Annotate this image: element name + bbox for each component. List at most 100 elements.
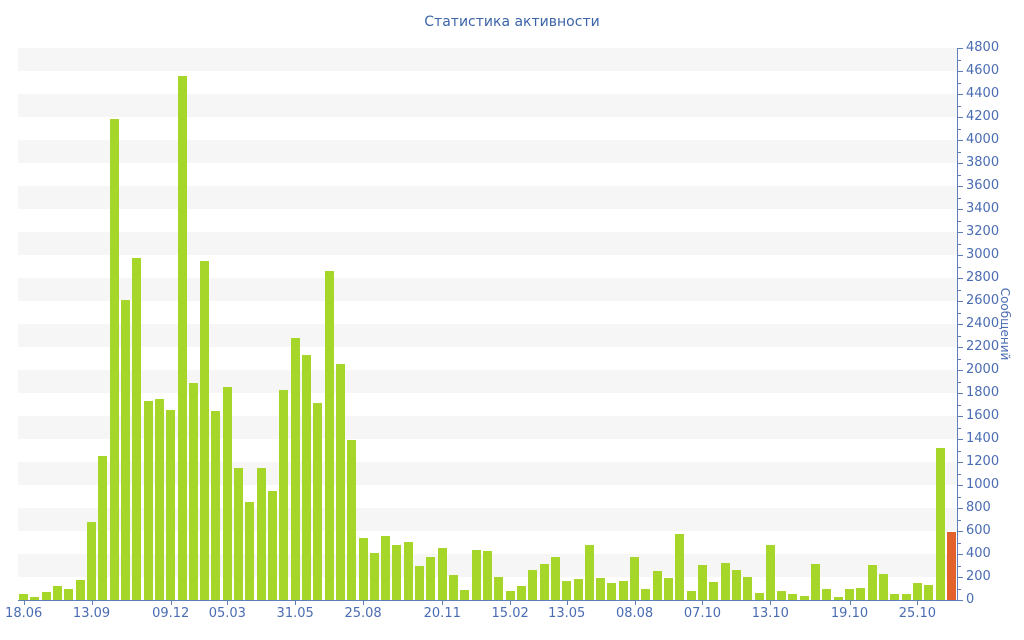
y-major-tick: [958, 48, 963, 49]
bar-highlighted: [946, 532, 956, 600]
bar: [87, 521, 97, 600]
x-tick-label: 13.09: [72, 606, 111, 621]
bar: [630, 556, 640, 600]
y-axis-title: Сообщений: [998, 287, 1012, 361]
bar: [935, 448, 945, 600]
x-tick: [849, 601, 851, 605]
bar: [811, 564, 821, 600]
bar: [743, 577, 753, 600]
bar: [867, 564, 877, 600]
x-tick-label: 08.08: [615, 606, 654, 621]
bar: [30, 596, 40, 600]
bar: [596, 578, 606, 600]
y-minor-tick: [958, 335, 961, 337]
y-major-tick: [958, 531, 963, 532]
bar: [697, 564, 707, 600]
y-minor-tick: [958, 427, 961, 429]
bar: [901, 594, 911, 600]
bar: [154, 398, 164, 600]
bar: [335, 364, 345, 600]
y-tick-label: 4000: [966, 132, 1000, 147]
y-minor-tick: [958, 381, 961, 383]
x-tick-label: 25.08: [344, 606, 382, 621]
bar: [641, 588, 651, 600]
y-tick-label: 3600: [966, 178, 1000, 193]
y-major-tick: [958, 393, 963, 394]
bar: [98, 456, 108, 600]
bar: [731, 570, 741, 600]
y-minor-tick: [958, 266, 961, 268]
y-major-tick: [958, 71, 963, 72]
plot-area: 0 200 400 600 800 1000 1200 1400 1600 1800 2000 220…: [5, 41, 999, 622]
x-tick: [702, 601, 704, 605]
x-tick-label: 25.10: [898, 606, 936, 621]
bar: [313, 403, 323, 600]
x-tick: [442, 601, 444, 605]
bar: [856, 587, 866, 600]
bar: [878, 573, 888, 600]
bar: [188, 382, 198, 600]
bar: [234, 467, 244, 600]
bar: [562, 581, 572, 600]
y-tick-label: 2600: [966, 293, 1000, 308]
bar: [200, 260, 210, 600]
y-major-tick: [958, 163, 963, 164]
y-axis-line: [957, 48, 958, 601]
bar: [245, 502, 255, 600]
y-major-tick: [958, 140, 963, 141]
bar: [528, 569, 538, 600]
y-tick-label: 200: [966, 569, 991, 584]
bar: [460, 589, 470, 600]
bar: [505, 590, 515, 600]
bar: [347, 440, 357, 600]
y-minor-tick: [958, 128, 961, 130]
bar: [788, 594, 798, 600]
bar: [618, 581, 628, 600]
y-tick-label: 1600: [966, 408, 1000, 423]
y-tick-label: 4600: [966, 63, 1000, 78]
y-major-tick: [958, 485, 963, 486]
y-tick-label: 2200: [966, 339, 1000, 354]
bar: [256, 467, 266, 600]
y-tick-label: 2800: [966, 270, 1000, 285]
y-minor-tick: [958, 243, 961, 245]
y-minor-tick: [958, 82, 961, 84]
bar: [754, 592, 764, 600]
y-tick-label: 600: [966, 523, 991, 538]
bar: [573, 579, 583, 600]
y-tick-label: 0: [966, 592, 975, 607]
y-minor-tick: [958, 450, 961, 452]
x-tick-label: 13.05: [548, 606, 586, 621]
bar: [584, 544, 594, 600]
y-major-tick: [958, 301, 963, 302]
bar: [449, 574, 459, 600]
bar: [132, 258, 142, 600]
y-minor-tick: [958, 496, 961, 498]
x-tick: [770, 601, 772, 605]
y-major-tick: [958, 209, 963, 210]
bar: [301, 355, 311, 600]
y-minor-tick: [958, 312, 961, 314]
y-minor-tick: [958, 358, 961, 360]
x-tick-label: 13.10: [751, 606, 789, 621]
y-tick-label: 800: [966, 500, 991, 515]
y-major-tick: [958, 255, 963, 256]
y-tick-label: 1000: [966, 477, 1000, 492]
bar: [516, 586, 526, 600]
bar: [290, 337, 300, 600]
bar: [890, 594, 900, 600]
bar: [166, 410, 176, 600]
y-minor-tick: [958, 542, 961, 544]
x-tick-label: 18.06: [5, 606, 43, 621]
y-major-tick: [958, 439, 963, 440]
y-tick-label: 400: [966, 546, 991, 561]
y-major-tick: [958, 278, 963, 279]
y-major-tick: [958, 324, 963, 325]
bar: [765, 544, 775, 600]
bar: [437, 548, 447, 600]
bar: [664, 577, 673, 600]
bar: [539, 564, 549, 600]
x-tick: [23, 601, 25, 605]
bar: [75, 580, 85, 600]
